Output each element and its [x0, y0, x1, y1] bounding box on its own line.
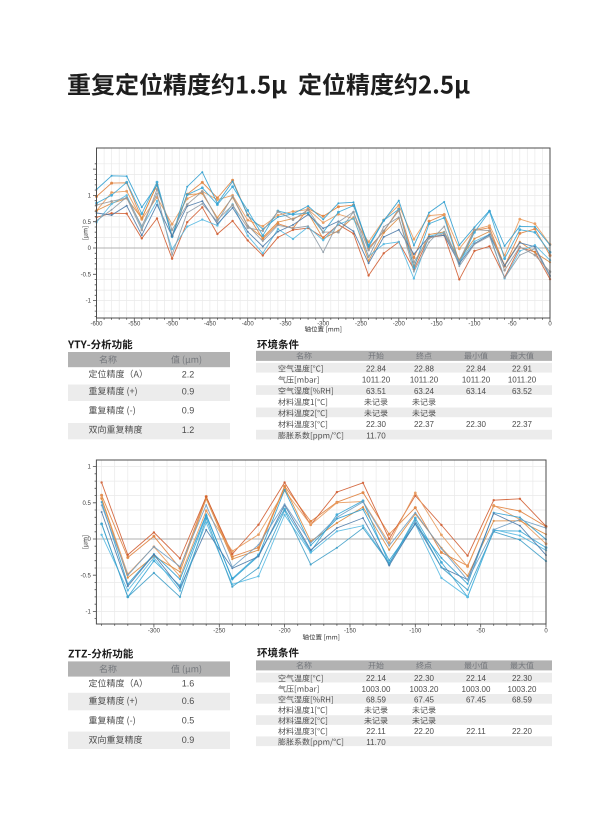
svg-text:22.14: 22.14 — [466, 674, 487, 683]
svg-text:-300: -300 — [148, 629, 161, 635]
svg-text:-350: -350 — [279, 322, 292, 328]
svg-text:-600: -600 — [90, 322, 103, 328]
svg-text:-450: -450 — [204, 322, 217, 328]
svg-text:22.37: 22.37 — [414, 420, 435, 429]
svg-text:63.14: 63.14 — [466, 387, 487, 396]
svg-text:22.91: 22.91 — [512, 365, 533, 374]
svg-text:63.51: 63.51 — [366, 387, 387, 396]
svg-text:-50: -50 — [476, 629, 485, 635]
svg-text:-550: -550 — [128, 322, 141, 328]
svg-text:-100: -100 — [409, 629, 422, 635]
svg-text:1.2: 1.2 — [182, 425, 195, 435]
svg-text:22.11: 22.11 — [466, 727, 486, 736]
svg-text:22.11: 22.11 — [366, 727, 386, 736]
svg-text:-500: -500 — [166, 322, 179, 328]
svg-text:-200: -200 — [393, 322, 406, 328]
svg-text:-0.5: -0.5 — [81, 272, 92, 278]
svg-text:1011.20: 1011.20 — [462, 376, 491, 385]
svg-text:1011.20: 1011.20 — [362, 376, 391, 385]
svg-text:1011.20: 1011.20 — [410, 376, 439, 385]
svg-text:11.70: 11.70 — [366, 738, 386, 747]
svg-text:68.59: 68.59 — [512, 695, 533, 704]
svg-text:1003.20: 1003.20 — [410, 685, 439, 694]
svg-text:0: 0 — [88, 537, 92, 543]
svg-text:0: 0 — [548, 322, 552, 328]
svg-text:2.2: 2.2 — [182, 369, 195, 379]
svg-text:-1: -1 — [86, 299, 92, 305]
svg-text:-250: -250 — [355, 322, 368, 328]
svg-text:1.6: 1.6 — [182, 679, 195, 689]
svg-text:1: 1 — [88, 465, 92, 471]
svg-text:22.88: 22.88 — [414, 365, 435, 374]
svg-text:-150: -150 — [431, 322, 444, 328]
svg-text:0: 0 — [88, 246, 92, 252]
svg-text:-50: -50 — [508, 322, 517, 328]
svg-text:11.70: 11.70 — [366, 431, 386, 440]
svg-text:-250: -250 — [213, 629, 226, 635]
svg-text:0.9: 0.9 — [182, 735, 195, 745]
svg-text:1003.00: 1003.00 — [462, 685, 491, 694]
svg-text:0.9: 0.9 — [182, 406, 195, 416]
svg-text:22.14: 22.14 — [366, 674, 387, 683]
svg-text:22.30: 22.30 — [366, 420, 387, 429]
svg-text:68.59: 68.59 — [366, 695, 387, 704]
svg-text:1: 1 — [88, 194, 92, 200]
svg-text:0.5: 0.5 — [83, 220, 92, 226]
svg-text:-300: -300 — [317, 322, 330, 328]
svg-text:-1: -1 — [86, 610, 92, 616]
svg-text:22.30: 22.30 — [414, 674, 435, 683]
svg-text:22.84: 22.84 — [366, 365, 387, 374]
svg-text:63.52: 63.52 — [512, 387, 533, 396]
svg-text:67.45: 67.45 — [414, 695, 435, 704]
svg-text:22.20: 22.20 — [512, 727, 533, 736]
svg-text:0.6: 0.6 — [182, 696, 195, 706]
svg-text:-150: -150 — [344, 629, 357, 635]
svg-text:-400: -400 — [242, 322, 255, 328]
svg-text:0.5: 0.5 — [182, 716, 195, 726]
svg-text:67.45: 67.45 — [466, 695, 487, 704]
svg-text:-0.5: -0.5 — [81, 573, 92, 579]
svg-text:0: 0 — [544, 629, 548, 635]
svg-text:22.84: 22.84 — [466, 365, 487, 374]
svg-text:22.20: 22.20 — [414, 727, 435, 736]
svg-text:1003.20: 1003.20 — [508, 685, 537, 694]
svg-text:0.9: 0.9 — [182, 386, 195, 396]
svg-text:22.30: 22.30 — [466, 420, 487, 429]
svg-text:0.5: 0.5 — [83, 501, 92, 507]
svg-text:1011.20: 1011.20 — [508, 376, 537, 385]
svg-text:22.30: 22.30 — [512, 674, 533, 683]
svg-text:-200: -200 — [279, 629, 292, 635]
svg-text:-100: -100 — [468, 322, 481, 328]
svg-text:22.37: 22.37 — [512, 420, 533, 429]
svg-text:63.24: 63.24 — [414, 387, 435, 396]
svg-text:1003.00: 1003.00 — [362, 685, 391, 694]
